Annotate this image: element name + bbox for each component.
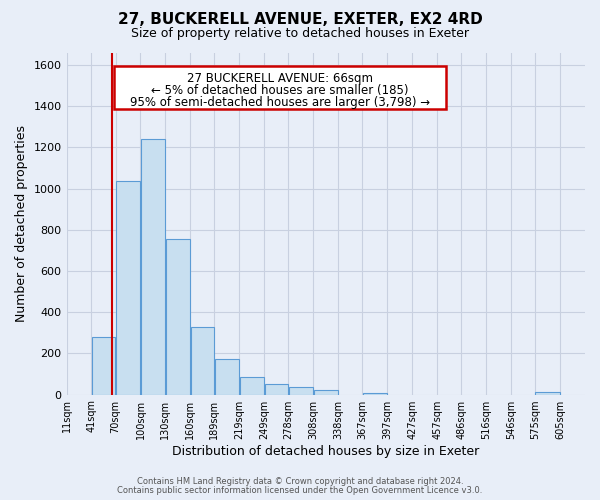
Text: Contains HM Land Registry data © Crown copyright and database right 2024.: Contains HM Land Registry data © Crown c…	[137, 477, 463, 486]
Y-axis label: Number of detached properties: Number of detached properties	[15, 125, 28, 322]
Bar	[92, 337, 115, 394]
X-axis label: Distribution of detached houses by size in Exeter: Distribution of detached houses by size …	[172, 444, 479, 458]
Bar	[141, 139, 165, 394]
Bar	[116, 182, 140, 394]
FancyBboxPatch shape	[114, 66, 446, 109]
Text: 27 BUCKERELL AVENUE: 66sqm: 27 BUCKERELL AVENUE: 66sqm	[187, 72, 373, 85]
Text: 27, BUCKERELL AVENUE, EXETER, EX2 4RD: 27, BUCKERELL AVENUE, EXETER, EX2 4RD	[118, 12, 482, 28]
Text: 95% of semi-detached houses are larger (3,798) →: 95% of semi-detached houses are larger (…	[130, 96, 430, 108]
Text: ← 5% of detached houses are smaller (185): ← 5% of detached houses are smaller (185…	[151, 84, 409, 96]
Bar	[535, 392, 560, 394]
Text: Size of property relative to detached houses in Exeter: Size of property relative to detached ho…	[131, 28, 469, 40]
Bar	[289, 387, 313, 394]
Bar	[265, 384, 288, 394]
Bar	[314, 390, 338, 394]
Text: Contains public sector information licensed under the Open Government Licence v3: Contains public sector information licen…	[118, 486, 482, 495]
Bar	[166, 239, 190, 394]
Bar	[239, 377, 264, 394]
Bar	[191, 326, 214, 394]
Bar	[362, 392, 387, 394]
Bar	[215, 358, 239, 394]
